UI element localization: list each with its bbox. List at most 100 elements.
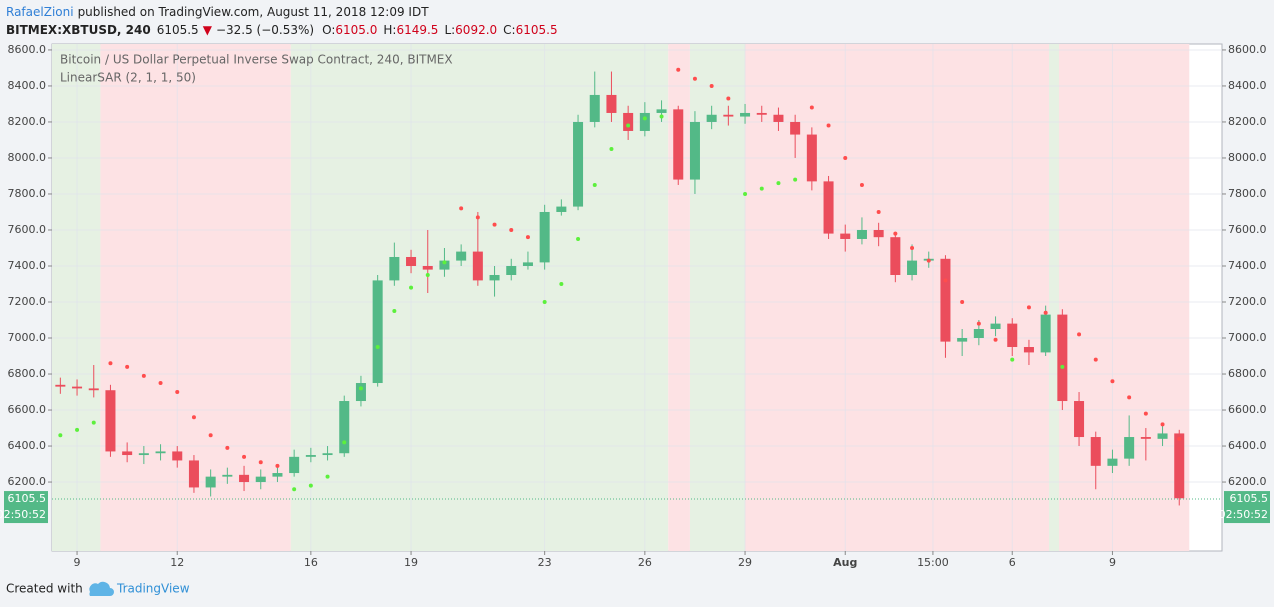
candle-body: [322, 453, 333, 456]
sar-dot: [976, 321, 981, 326]
sar-dot: [1110, 379, 1115, 384]
countdown-label: 02:50:52: [1219, 508, 1268, 521]
candle-body: [823, 181, 834, 234]
y-tick-label: 7600.0: [1228, 223, 1267, 236]
sar-dot: [692, 76, 697, 81]
y-tick-label: 6200.0: [8, 475, 47, 488]
symbol: BITMEX:XBTUSD, 240: [6, 23, 151, 37]
candle-body: [339, 401, 350, 454]
candle-body: [773, 114, 784, 122]
x-tick-label: 9: [1109, 556, 1116, 569]
price: 6105.5: [157, 23, 199, 37]
sar-dot: [542, 300, 547, 305]
candle-body: [72, 386, 83, 389]
y-tick-label: 8200.0: [8, 115, 47, 128]
brand-logo: [89, 581, 114, 596]
y-tick-label: 7000.0: [8, 331, 47, 344]
trend-region: [290, 44, 669, 551]
candle-body: [723, 114, 734, 117]
ohlc-key: O:: [322, 23, 335, 37]
y-tick-label: 6600.0: [1228, 403, 1267, 416]
candle-body: [355, 383, 366, 402]
price-badge: [1224, 491, 1270, 524]
candle-body: [222, 474, 233, 477]
candle-body: [122, 451, 133, 456]
ohlc-value: 6149.5: [396, 23, 438, 37]
price-badge-label: 6105.5: [1230, 492, 1269, 505]
x-tick-label: 15:00: [917, 556, 949, 569]
sar-dot: [141, 373, 146, 378]
author[interactable]: RafaelZioni: [6, 5, 74, 19]
candle-body: [1023, 347, 1034, 353]
sar-dot: [175, 390, 180, 395]
candle-body: [372, 280, 383, 384]
trend-region: [689, 44, 746, 551]
candle-body: [1107, 458, 1118, 466]
footer-brand[interactable]: TradingView: [116, 582, 190, 596]
candle-body: [589, 94, 600, 122]
candle-body: [790, 121, 801, 135]
sar-dot: [108, 361, 113, 366]
candle-body: [1007, 323, 1018, 348]
candle-body: [55, 384, 66, 387]
y-tick-label: 7400.0: [8, 259, 47, 272]
candle-body: [506, 265, 517, 275]
candle-body: [840, 233, 851, 239]
x-tick-label: 19: [404, 556, 418, 569]
candle-body: [623, 112, 634, 131]
published: published on TradingView.com, August 11,…: [78, 5, 430, 19]
sar-dot: [910, 245, 915, 250]
y-tick-label: 6800.0: [1228, 367, 1267, 380]
y-tick-label: 7400.0: [1228, 259, 1267, 272]
sar-dot: [726, 96, 731, 101]
symbol-line: BITMEX:XBTUSD, 240 6105.5 ▼ −32.5 (−0.53%) O…: [6, 23, 558, 37]
candle-body: [606, 94, 617, 113]
sar-dot: [826, 123, 831, 128]
sar-dot: [1043, 310, 1048, 315]
indicator: LinearSAR (2, 1, 1, 50): [60, 71, 196, 85]
y-tick-label: 6400.0: [8, 439, 47, 452]
sar-dot: [1060, 364, 1065, 369]
sar-dot: [1143, 411, 1148, 416]
sar-dot: [809, 105, 814, 110]
sar-dot: [509, 227, 514, 232]
sar-dot: [559, 281, 564, 286]
sar-dot: [91, 420, 96, 425]
sar-dot: [626, 123, 631, 128]
countdown-label: 02:50:52: [0, 508, 46, 521]
sar-dot: [358, 386, 363, 391]
sar-dot: [676, 67, 681, 72]
candle-body: [973, 329, 984, 339]
sar-dot: [342, 440, 347, 445]
y-tick-label: 7800.0: [1228, 187, 1267, 200]
candle-body: [522, 262, 533, 266]
candle-body: [1090, 437, 1101, 466]
x-tick-label: 6: [1009, 556, 1016, 569]
candle-body: [456, 251, 467, 261]
candle-body: [255, 476, 266, 483]
sar-dot: [1077, 332, 1082, 337]
x-tick-label: 16: [304, 556, 318, 569]
ohlc-value: 6105.0: [335, 23, 377, 37]
sar-dot: [709, 83, 714, 88]
y-tick-label: 8000.0: [8, 151, 47, 164]
candle-body: [890, 237, 901, 275]
candle-body: [990, 323, 1001, 330]
candle-body: [957, 338, 968, 342]
candle-body: [439, 260, 450, 270]
x-tick-label: Aug: [833, 556, 857, 569]
sar-dot: [1026, 305, 1031, 310]
candle-body: [856, 229, 867, 239]
candle-body: [305, 455, 316, 457]
candle-body: [406, 256, 417, 266]
candle-body: [1074, 401, 1085, 438]
y-tick-label: 7800.0: [8, 187, 47, 200]
trend-region: [1059, 44, 1190, 551]
ohlc-value: 6105.5: [516, 23, 558, 37]
candle-body: [806, 134, 817, 182]
arrow: ▼: [203, 23, 213, 37]
candle-body: [88, 388, 99, 391]
price-badge-label: 6105.5: [8, 492, 47, 505]
candle-body: [740, 112, 751, 117]
